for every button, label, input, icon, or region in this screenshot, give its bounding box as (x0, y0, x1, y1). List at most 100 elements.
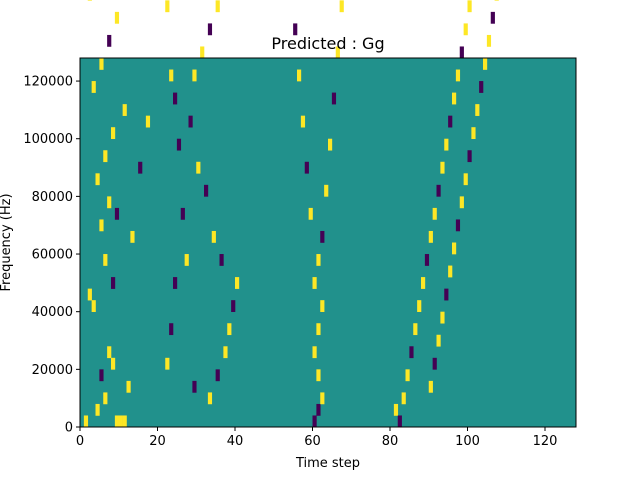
heatmap-cell (138, 161, 143, 174)
heatmap-cell (114, 207, 120, 220)
heatmap-cell (192, 380, 197, 393)
x-tick-label: 100 (455, 434, 480, 449)
heatmap-cell (145, 115, 151, 128)
heatmap-cell (215, 369, 220, 382)
heatmap-cell (87, 0, 92, 1)
heatmap-cell (455, 219, 461, 232)
heatmap-cell (114, 11, 120, 24)
heatmap-cell (471, 127, 476, 140)
heatmap-cell (215, 0, 220, 13)
y-tick-label: 20000 (32, 363, 73, 378)
heatmap-cell (173, 92, 178, 105)
heatmap-cell (169, 69, 174, 82)
heatmap-cell (413, 323, 418, 336)
heatmap-cell (316, 403, 321, 416)
heatmap-cell (328, 138, 333, 151)
heatmap-cell (428, 230, 433, 243)
heatmap-cell (444, 138, 449, 151)
heatmap-cell (436, 184, 441, 197)
heatmap-cell (397, 415, 402, 428)
heatmap-cell (297, 69, 302, 82)
heatmap-cell (331, 92, 337, 105)
heatmap-cell (122, 104, 127, 116)
heatmap-cell (188, 115, 193, 128)
heatmap-cell (95, 403, 100, 416)
x-tick-label: 60 (304, 434, 321, 449)
heatmap-cell (200, 46, 205, 59)
heatmap-cell (103, 150, 108, 163)
heatmap-cell (99, 58, 104, 70)
heatmap-cell (320, 230, 325, 243)
heatmap-cell (211, 230, 216, 243)
heatmap-cell (91, 300, 96, 312)
heatmap-cell (184, 254, 189, 266)
heatmap-cell (428, 380, 433, 393)
heatmap-cells (83, 0, 499, 428)
heatmap-cell (452, 242, 457, 255)
heatmap-cell (467, 150, 472, 163)
x-tick-label: 0 (76, 434, 84, 449)
heatmap-cell (207, 23, 213, 36)
heatmap-cell (436, 334, 441, 347)
heatmap-cell (448, 265, 453, 278)
heatmap-cell (432, 357, 437, 370)
heatmap-cell (107, 34, 112, 47)
heatmap-cell (401, 392, 406, 405)
heatmap-cell (95, 173, 100, 186)
y-tick-label: 80000 (32, 190, 73, 205)
heatmap-cell (421, 277, 426, 289)
heatmap-cell (223, 346, 228, 359)
heatmap-cell (432, 207, 437, 220)
heatmap-cell (479, 81, 484, 93)
heatmap-cell (448, 115, 453, 128)
chart-title: Predicted : Gg (271, 34, 384, 53)
heatmap-cell (459, 196, 464, 209)
heatmap-cell (463, 173, 468, 186)
heatmap-cell (192, 69, 197, 82)
x-tick-label: 120 (533, 434, 558, 449)
heatmap-cell (312, 346, 317, 359)
heatmap-cell (169, 323, 174, 336)
plot-area (80, 58, 576, 427)
heatmap-cell (486, 34, 492, 47)
heatmap-cell (324, 184, 329, 197)
heatmap-cell (320, 392, 325, 405)
x-tick-label: 40 (227, 434, 244, 449)
heatmap-cell (444, 288, 449, 301)
heatmap-cell (118, 415, 123, 428)
y-tick-label: 0 (65, 421, 73, 436)
heatmap-cell (490, 11, 495, 24)
heatmap-cell (293, 23, 298, 36)
heatmap-cell (180, 207, 185, 220)
heatmap-cell (99, 369, 104, 382)
heatmap-cell (452, 92, 457, 105)
heatmap-cell (308, 207, 313, 220)
heatmap-cell (122, 415, 127, 428)
heatmap-cell (475, 104, 480, 116)
heatmap-cell (173, 277, 178, 289)
heatmap-cell (440, 161, 445, 174)
y-tick-label: 40000 (32, 305, 73, 320)
heatmap-cell (467, 0, 472, 13)
heatmap-cell (111, 277, 116, 289)
heatmap-cell (440, 311, 445, 324)
heatmap-cell (459, 46, 464, 59)
heatmap-cell (165, 357, 170, 370)
heatmap-cell (99, 219, 104, 232)
x-axis-label: Time step (295, 456, 360, 471)
heatmap-cell (196, 161, 201, 174)
heatmap-cell (91, 81, 96, 93)
heatmap-cell (111, 127, 116, 140)
heatmap-cell (87, 288, 92, 301)
heatmap-cell (494, 0, 499, 1)
heatmap-cell (111, 357, 116, 370)
heatmap-cell (312, 277, 317, 289)
heatmap-cell (316, 254, 321, 266)
y-axis-label: Frequency (Hz) (0, 193, 14, 291)
x-tick-label: 20 (149, 434, 166, 449)
heatmap-cell (409, 346, 414, 359)
y-tick-label: 100000 (23, 132, 73, 147)
heatmap-cell (393, 403, 399, 416)
x-tick-label: 80 (382, 434, 399, 449)
heatmap-cell (219, 254, 224, 266)
